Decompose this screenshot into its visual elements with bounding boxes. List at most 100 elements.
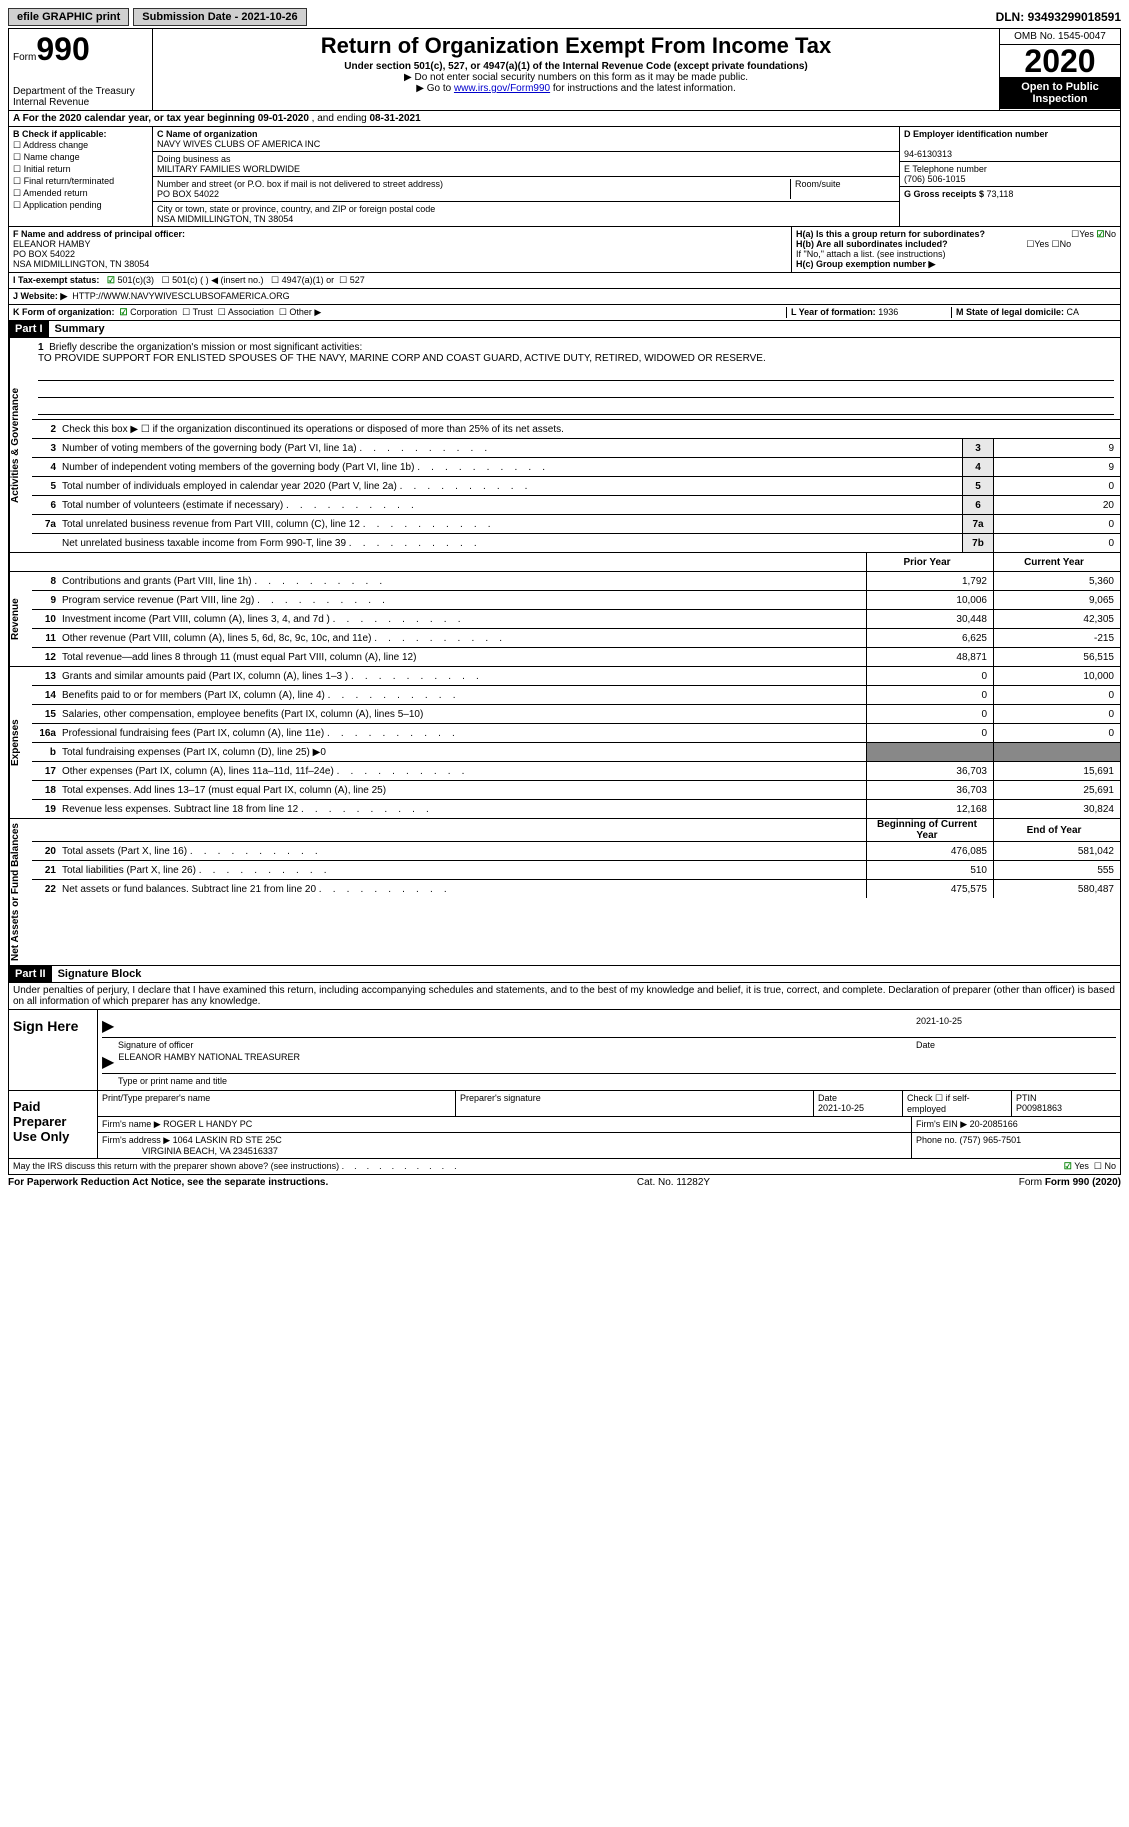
l9-curr: 9,065: [993, 591, 1120, 609]
line-17: 17Other expenses (Part IX, column (A), l…: [32, 762, 1120, 781]
part1-title: Summary: [49, 321, 111, 337]
row-l: L Year of formation: 1936: [786, 307, 951, 318]
check-name-change[interactable]: ☐ Name change: [13, 152, 148, 163]
form-title: Return of Organization Exempt From Incom…: [157, 33, 995, 59]
discuss-yes[interactable]: Yes: [1074, 1161, 1089, 1171]
hb-yes[interactable]: Yes: [1034, 239, 1049, 249]
line7b-val: 0: [993, 534, 1120, 552]
self-employed-check[interactable]: Check ☐ if self-employed: [903, 1091, 1012, 1116]
l17-prior: 36,703: [866, 762, 993, 780]
officer-name: ELEANOR HAMBY: [13, 239, 91, 249]
row-klm: K Form of organization: ☑ Corporation ☐ …: [8, 305, 1121, 321]
form-990-footer: Form 990 (2020): [1045, 1177, 1121, 1188]
discuss-no[interactable]: No: [1104, 1161, 1116, 1171]
line-20: 20Total assets (Part X, line 16)476,0855…: [32, 842, 1120, 861]
l22-text: Net assets or fund balances. Subtract li…: [62, 882, 866, 897]
l12-curr: 56,515: [993, 648, 1120, 666]
section-expenses: Expenses 13Grants and similar amounts pa…: [8, 667, 1121, 819]
line-14: 14Benefits paid to or for members (Part …: [32, 686, 1120, 705]
header-left: Form990 Department of the Treasury Inter…: [9, 29, 153, 110]
declaration-text: Under penalties of perjury, I declare th…: [8, 983, 1121, 1010]
l16b-curr-grey: [993, 743, 1120, 761]
name-change-label: Name change: [24, 152, 80, 162]
form-trust[interactable]: Trust: [193, 307, 213, 317]
line-4: 4Number of independent voting members of…: [32, 458, 1120, 477]
vert-net: Net Assets or Fund Balances: [9, 819, 32, 965]
tax-year-begin: 09-01-2020: [258, 113, 309, 124]
form-label: Form: [1019, 1177, 1045, 1188]
form-other[interactable]: Other ▶: [289, 307, 321, 317]
line7a-val: 0: [993, 515, 1120, 533]
527[interactable]: 527: [350, 275, 365, 285]
row-i: I Tax-exempt status: ☑ 501(c)(3) ☐ 501(c…: [8, 273, 1121, 289]
submission-date: Submission Date - 2021-10-26: [133, 8, 306, 26]
line7a-text: Total unrelated business revenue from Pa…: [62, 517, 962, 532]
501c[interactable]: 501(c) ( ) ◀ (insert no.): [172, 275, 263, 285]
l21-text: Total liabilities (Part X, line 26): [62, 863, 866, 878]
4947a1[interactable]: 4947(a)(1) or: [282, 275, 335, 285]
check-initial-return[interactable]: ☐ Initial return: [13, 164, 148, 175]
check-app-pending[interactable]: ☐ Application pending: [13, 200, 148, 211]
ha-yes[interactable]: Yes: [1079, 229, 1094, 239]
irs-link[interactable]: www.irs.gov/Form990: [454, 83, 550, 94]
section-net: Net Assets or Fund Balances Beginning of…: [8, 819, 1121, 966]
begin-year-header: Beginning of Current Year: [866, 819, 993, 841]
l12-text: Total revenue—add lines 8 through 11 (mu…: [62, 650, 866, 665]
line5-val: 0: [993, 477, 1120, 495]
mission-q: Briefly describe the organization's miss…: [49, 342, 362, 353]
goto-suffix: for instructions and the latest informat…: [550, 83, 736, 94]
gross-value: 73,118: [987, 189, 1014, 199]
dba-cell: Doing business as MILITARY FAMILIES WORL…: [153, 152, 899, 177]
l11-text: Other revenue (Part VIII, column (A), li…: [62, 631, 866, 646]
preparer-sig-label: Preparer's signature: [456, 1091, 814, 1116]
header-center: Return of Organization Exempt From Incom…: [153, 29, 999, 110]
efile-button[interactable]: efile GRAPHIC print: [8, 8, 129, 26]
sig-line-1: ▶ 2021-10-25: [102, 1016, 1116, 1038]
tax-year: 2020: [1000, 45, 1120, 77]
sign-here-label: Sign Here: [9, 1010, 98, 1090]
type-name-label: Type or print name and title: [102, 1076, 1116, 1086]
submission-date-value: 2021-10-26: [241, 11, 297, 23]
row-a-mid: , and ending: [309, 113, 370, 124]
line4-text: Number of independent voting members of …: [62, 460, 962, 475]
city-cell: City or town, state or province, country…: [153, 202, 899, 226]
section-revenue: Revenue 8Contributions and grants (Part …: [8, 572, 1121, 667]
col-headers-row: Prior Year Current Year: [8, 553, 1121, 572]
line-5: 5Total number of individuals employed in…: [32, 477, 1120, 496]
org-name: NAVY WIVES CLUBS OF AMERICA INC: [157, 139, 320, 149]
l21-begin: 510: [866, 861, 993, 879]
ha-no[interactable]: No: [1104, 229, 1116, 239]
form-assoc[interactable]: Association: [228, 307, 274, 317]
501c3[interactable]: 501(c)(3): [117, 275, 154, 285]
l16a-curr: 0: [993, 724, 1120, 742]
firm-addr1: 1064 LASKIN RD STE 25C: [173, 1135, 282, 1145]
line4-val: 9: [993, 458, 1120, 476]
check-final-return[interactable]: ☐ Final return/terminated: [13, 176, 148, 187]
l16b-text: Total fundraising expenses (Part IX, col…: [62, 745, 866, 760]
check-address-change[interactable]: ☐ Address change: [13, 140, 148, 151]
sig-line-2: ▶ ELEANOR HAMBY NATIONAL TREASURER: [102, 1052, 1116, 1074]
footer-row: For Paperwork Reduction Act Notice, see …: [8, 1175, 1121, 1190]
mission-text: TO PROVIDE SUPPORT FOR ENLISTED SPOUSES …: [38, 353, 766, 364]
line-11: 11Other revenue (Part VIII, column (A), …: [32, 629, 1120, 648]
l13-curr: 10,000: [993, 667, 1120, 685]
room-label: Room/suite: [795, 179, 841, 189]
l19-text: Revenue less expenses. Subtract line 18 …: [62, 802, 866, 817]
section-h: H(a) Is this a group return for subordin…: [792, 227, 1120, 272]
row-fh: F Name and address of principal officer:…: [8, 227, 1121, 273]
domicile: CA: [1067, 307, 1080, 317]
line-16a: 16aProfessional fundraising fees (Part I…: [32, 724, 1120, 743]
l19-curr: 30,824: [993, 800, 1120, 818]
line3-text: Number of voting members of the governin…: [62, 441, 962, 456]
part1-header-row: Part I Summary: [8, 321, 1121, 338]
tax-year-end: 08-31-2021: [370, 113, 421, 124]
paperwork-notice: For Paperwork Reduction Act Notice, see …: [8, 1177, 328, 1188]
hb-label: H(b) Are all subordinates included?: [796, 239, 948, 249]
l10-text: Investment income (Part VIII, column (A)…: [62, 612, 866, 627]
form-corp[interactable]: Corporation: [130, 307, 177, 317]
prep-date: 2021-10-25: [818, 1103, 864, 1113]
check-amended[interactable]: ☐ Amended return: [13, 188, 148, 199]
sig-of-officer-label: Signature of officer: [102, 1040, 916, 1050]
hb-no[interactable]: No: [1060, 239, 1072, 249]
l22-begin: 475,575: [866, 880, 993, 898]
